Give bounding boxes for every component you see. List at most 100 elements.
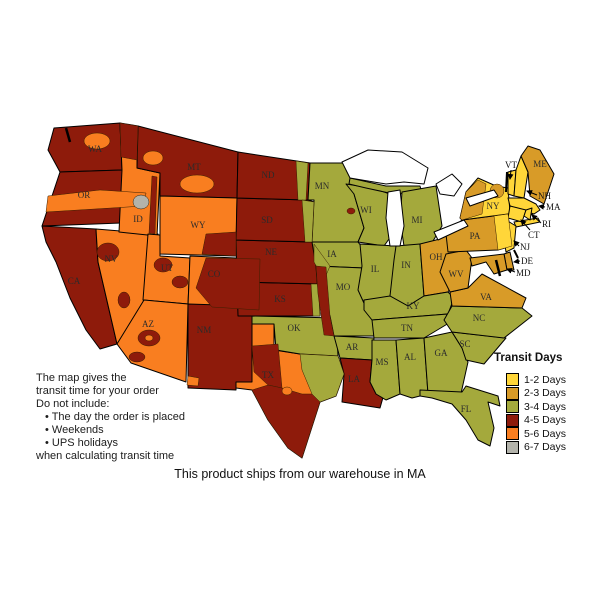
lake-michigan xyxy=(385,189,405,247)
state-label-ca: CA xyxy=(68,276,81,286)
state-label-ut: UT xyxy=(161,263,173,273)
zone-patch-mt-west xyxy=(142,150,164,166)
note-line: transit time for your order xyxy=(36,385,159,397)
zone-patch-nv-center xyxy=(96,242,120,262)
zone-patch-pa-east xyxy=(493,213,513,251)
state-nh xyxy=(513,155,529,199)
lake-ontario xyxy=(465,189,499,207)
legend-swatch-5-6 xyxy=(506,427,519,441)
state-labels-layer: WA OR CA NV ID MT WY UT CO AZ NM TX OK K… xyxy=(68,144,548,414)
legend-row-3-4: 3-4 Days xyxy=(506,400,594,414)
note-bullet: • The day the order is placed xyxy=(45,411,186,423)
zone-patch-id-north xyxy=(119,122,139,161)
note-bullet: • UPS holidays xyxy=(45,437,118,449)
callout-label-de: DE xyxy=(521,256,533,266)
state-label-az: AZ xyxy=(142,319,154,329)
state-label-tx: TX xyxy=(262,370,274,380)
state-label-or: OR xyxy=(78,190,91,200)
transit-days-legend: Transit Days 1-2 Days 2-3 Days 3-4 Days … xyxy=(494,352,594,454)
state-label-wv: WV xyxy=(449,269,464,279)
zone-patch-wy-se xyxy=(201,231,237,257)
callout-line-nh xyxy=(526,190,538,196)
legend-label-4-5: 4-5 Days xyxy=(524,414,567,427)
lake-erie xyxy=(433,219,469,241)
zone-patch-id-east xyxy=(148,175,158,235)
state-label-il: IL xyxy=(371,264,380,274)
zone-patch-mt-center xyxy=(179,174,215,194)
state-label-mt: MT xyxy=(187,162,201,172)
callout-labels-layer: VT NH MA RI CT NJ DE MD xyxy=(505,160,561,278)
state-label-ar: AR xyxy=(346,342,359,352)
zone-patch-nm-sw xyxy=(186,375,200,387)
state-ri xyxy=(523,207,533,221)
callout-label-nh: NH xyxy=(538,191,551,201)
state-label-pa: PA xyxy=(470,231,481,241)
callout-line-nj xyxy=(513,240,520,247)
legend-swatch-6-7 xyxy=(506,440,519,454)
zone-patch-co-east xyxy=(195,257,261,311)
callout-line-ma xyxy=(538,203,546,210)
state-label-va: VA xyxy=(480,292,492,302)
zone-patch-az-inner xyxy=(144,334,154,342)
state-label-nd: ND xyxy=(262,170,275,180)
state-label-tn: TN xyxy=(401,323,413,333)
state-label-sc: SC xyxy=(459,339,470,349)
lake-superior xyxy=(341,149,429,185)
state-in xyxy=(389,243,425,307)
state-label-la: LA xyxy=(348,374,360,384)
puget-sound xyxy=(64,127,72,143)
legend-swatch-4-5 xyxy=(506,413,519,427)
state-label-fl: FL xyxy=(461,404,472,414)
zone-patch-wi-dot xyxy=(346,207,356,215)
state-label-sd: SD xyxy=(261,215,273,225)
state-label-ne: NE xyxy=(265,247,277,257)
zone-patches-layer xyxy=(45,122,513,459)
zone-patch-tx-se-dot xyxy=(281,386,293,396)
legend-row-5-6: 5-6 Days xyxy=(506,427,594,441)
state-tn xyxy=(371,313,455,339)
state-me xyxy=(520,145,555,205)
state-fl xyxy=(419,385,501,447)
water-layer xyxy=(64,127,519,277)
warehouse-caption: This product ships from our warehouse in… xyxy=(174,467,426,481)
zone-patch-nd-east xyxy=(295,160,309,201)
state-label-ok: OK xyxy=(288,323,301,333)
state-label-oh: OH xyxy=(430,252,443,262)
callout-line-de xyxy=(513,258,521,265)
note-bullet: • Weekends xyxy=(45,424,104,436)
state-md xyxy=(469,253,508,275)
callout-label-ma: MA xyxy=(546,202,561,212)
state-label-nm: NM xyxy=(197,325,212,335)
zone-patch-nv-south xyxy=(117,291,131,309)
state-label-al: AL xyxy=(404,352,416,362)
state-label-ga: GA xyxy=(435,348,448,358)
callout-label-ri: RI xyxy=(542,219,551,229)
note-line: Do not include: xyxy=(36,398,110,410)
state-label-id: ID xyxy=(133,214,143,224)
legend-row-6-7: 6-7 Days xyxy=(506,440,594,455)
state-ms xyxy=(369,339,401,401)
callout-label-nj: NJ xyxy=(520,242,530,252)
state-label-mi: MI xyxy=(412,215,423,225)
legend-swatch-1-2 xyxy=(506,373,519,387)
legend-title: Transit Days xyxy=(494,352,563,364)
legend-row-2-3: 2-3 Days xyxy=(506,386,594,401)
legend-label-2-3: 2-3 Days xyxy=(524,387,567,400)
state-wa xyxy=(47,122,123,173)
state-label-ky: KY xyxy=(407,301,420,311)
callout-line-md xyxy=(506,267,516,274)
legend-swatch-3-4 xyxy=(506,400,519,414)
state-label-wi: WI xyxy=(360,205,372,215)
zone-patch-id-gray xyxy=(132,194,150,210)
state-label-nv: NV xyxy=(105,254,118,264)
state-label-ia: IA xyxy=(327,249,337,259)
state-al xyxy=(395,337,429,399)
callout-line-vt xyxy=(507,169,514,180)
state-label-ny: NY xyxy=(487,201,500,211)
state-label-ms: MS xyxy=(375,357,388,367)
state-label-wy: WY xyxy=(191,220,206,230)
state-label-wa: WA xyxy=(88,144,102,154)
legend-swatch-2-3 xyxy=(506,386,519,400)
zone-patch-ut-center xyxy=(153,257,173,273)
note-line: The map gives the xyxy=(36,372,127,384)
